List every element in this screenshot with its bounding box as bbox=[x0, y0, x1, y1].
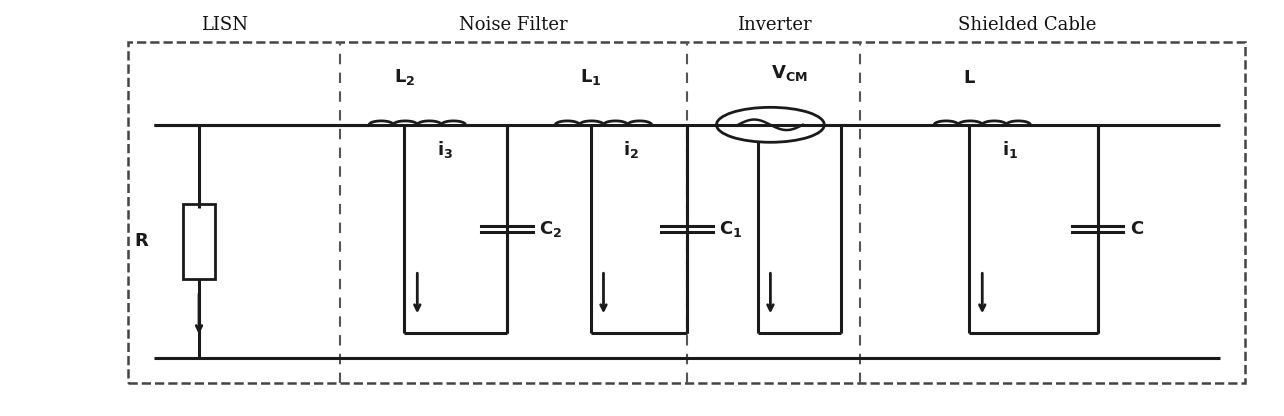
Text: $\mathbf{L_2}$: $\mathbf{L_2}$ bbox=[394, 67, 415, 87]
Text: Shielded Cable: Shielded Cable bbox=[958, 16, 1097, 34]
Text: $\mathbf{i_1}$: $\mathbf{i_1}$ bbox=[1002, 139, 1018, 160]
Bar bbox=[182, 204, 214, 279]
Text: $\mathbf{C_1}$: $\mathbf{C_1}$ bbox=[719, 219, 742, 239]
Text: $\mathbf{C}$: $\mathbf{C}$ bbox=[1130, 220, 1144, 238]
Text: Inverter: Inverter bbox=[737, 16, 811, 34]
Text: Noise Filter: Noise Filter bbox=[460, 16, 568, 34]
Text: LISN: LISN bbox=[202, 16, 248, 34]
Text: $\mathbf{R}$: $\mathbf{R}$ bbox=[134, 232, 149, 250]
Text: $\mathbf{L}$: $\mathbf{L}$ bbox=[963, 69, 976, 87]
Text: $\mathbf{L_1}$: $\mathbf{L_1}$ bbox=[580, 67, 601, 87]
Text: $\mathbf{i_3}$: $\mathbf{i_3}$ bbox=[437, 139, 453, 160]
Text: $\mathbf{C_2}$: $\mathbf{C_2}$ bbox=[539, 219, 562, 239]
Text: $\mathbf{V_{CM}}$: $\mathbf{V_{CM}}$ bbox=[772, 63, 808, 83]
Text: $\mathbf{i_2}$: $\mathbf{i_2}$ bbox=[623, 139, 639, 160]
